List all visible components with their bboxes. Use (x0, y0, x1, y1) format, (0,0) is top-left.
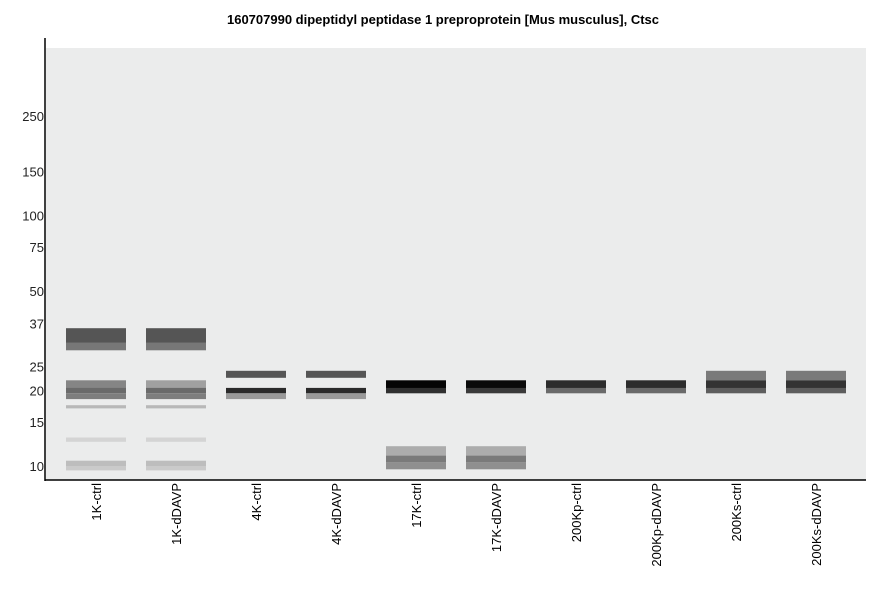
lane-label: 200Kp-ctrl (569, 483, 584, 542)
band-lane-10-3 (786, 387, 846, 394)
y-tick-label: 25 (30, 359, 44, 374)
band-lane-1-8 (66, 460, 126, 466)
band-lane-9-2 (706, 380, 766, 388)
band-lane-1-3 (66, 380, 126, 388)
band-lane-2-3 (146, 380, 206, 388)
band-lane-6-3 (466, 446, 526, 456)
lane-label: 200Kp-dDAVP (649, 483, 664, 567)
band-lane-1-2 (66, 343, 126, 351)
band-lane-6-5 (466, 462, 526, 470)
band-lane-2-1 (146, 328, 206, 343)
band-lane-4-1 (306, 370, 366, 378)
y-tick-label: 37 (30, 317, 44, 332)
lane-label: 200Ks-ctrl (729, 483, 744, 542)
band-lane-1-4 (66, 387, 126, 394)
band-lane-5-3 (386, 446, 446, 456)
band-lane-1-6 (66, 405, 126, 409)
band-lane-6-2 (466, 387, 526, 394)
band-lane-10-2 (786, 380, 846, 388)
band-lane-2-4 (146, 387, 206, 394)
band-lane-1-1 (66, 328, 126, 343)
band-lane-7-1 (546, 380, 606, 388)
band-lane-2-5 (146, 393, 206, 400)
band-lane-2-2 (146, 343, 206, 351)
band-lane-1-9 (66, 466, 126, 471)
band-lane-6-1 (466, 380, 526, 388)
lane-label: 4K-dDAVP (329, 483, 344, 545)
band-lane-10-1 (786, 370, 846, 381)
band-lane-3-2 (226, 387, 286, 394)
band-lane-4-3 (306, 393, 366, 400)
band-lane-5-1 (386, 380, 446, 388)
band-lane-2-6 (146, 405, 206, 409)
y-tick-label: 10 (30, 459, 44, 474)
band-lane-8-2 (626, 387, 686, 394)
lane-label: 17K-dDAVP (489, 483, 504, 552)
band-lane-3-1 (226, 370, 286, 378)
band-lane-2-9 (146, 466, 206, 471)
lane-label: 17K-ctrl (409, 483, 424, 528)
band-lane-5-5 (386, 462, 446, 470)
band-lane-2-8 (146, 460, 206, 466)
lane-label: 1K-dDAVP (169, 483, 184, 545)
y-tick-label: 50 (30, 284, 44, 299)
y-tick-label: 250 (22, 109, 44, 124)
chart-title: 160707990 dipeptidyl peptidase 1 preprop… (226, 12, 659, 27)
lane-label: 4K-ctrl (249, 483, 264, 521)
y-tick-label: 75 (30, 240, 44, 255)
band-lane-7-2 (546, 387, 606, 394)
band-lane-5-4 (386, 455, 446, 463)
lane-labels: 1K-ctrl 1K-dDAVP 4K-ctrl 4K-dDAVP 17K-ctrl 17… (89, 483, 824, 567)
band-lane-6-4 (466, 455, 526, 463)
lane-label: 200Ks-dDAVP (809, 483, 824, 566)
y-tick-label: 20 (30, 384, 44, 399)
y-tick-label: 150 (22, 165, 44, 180)
lane-label: 1K-ctrl (89, 483, 104, 521)
band-lane-9-3 (706, 387, 766, 394)
band-lane-9-1 (706, 370, 766, 381)
bands-layer (66, 328, 846, 471)
y-tick-label: 100 (22, 209, 44, 224)
band-lane-3-3 (226, 393, 286, 400)
band-lane-4-2 (306, 387, 366, 394)
y-tick-label: 15 (30, 415, 44, 430)
band-lane-1-5 (66, 393, 126, 400)
plot-background (46, 48, 866, 480)
band-lane-1-7 (66, 437, 126, 442)
band-lane-8-1 (626, 380, 686, 388)
y-tick-labels: 250 150 100 75 50 37 25 20 15 10 (22, 109, 44, 474)
band-lane-5-2 (386, 387, 446, 394)
band-lane-2-7 (146, 437, 206, 442)
